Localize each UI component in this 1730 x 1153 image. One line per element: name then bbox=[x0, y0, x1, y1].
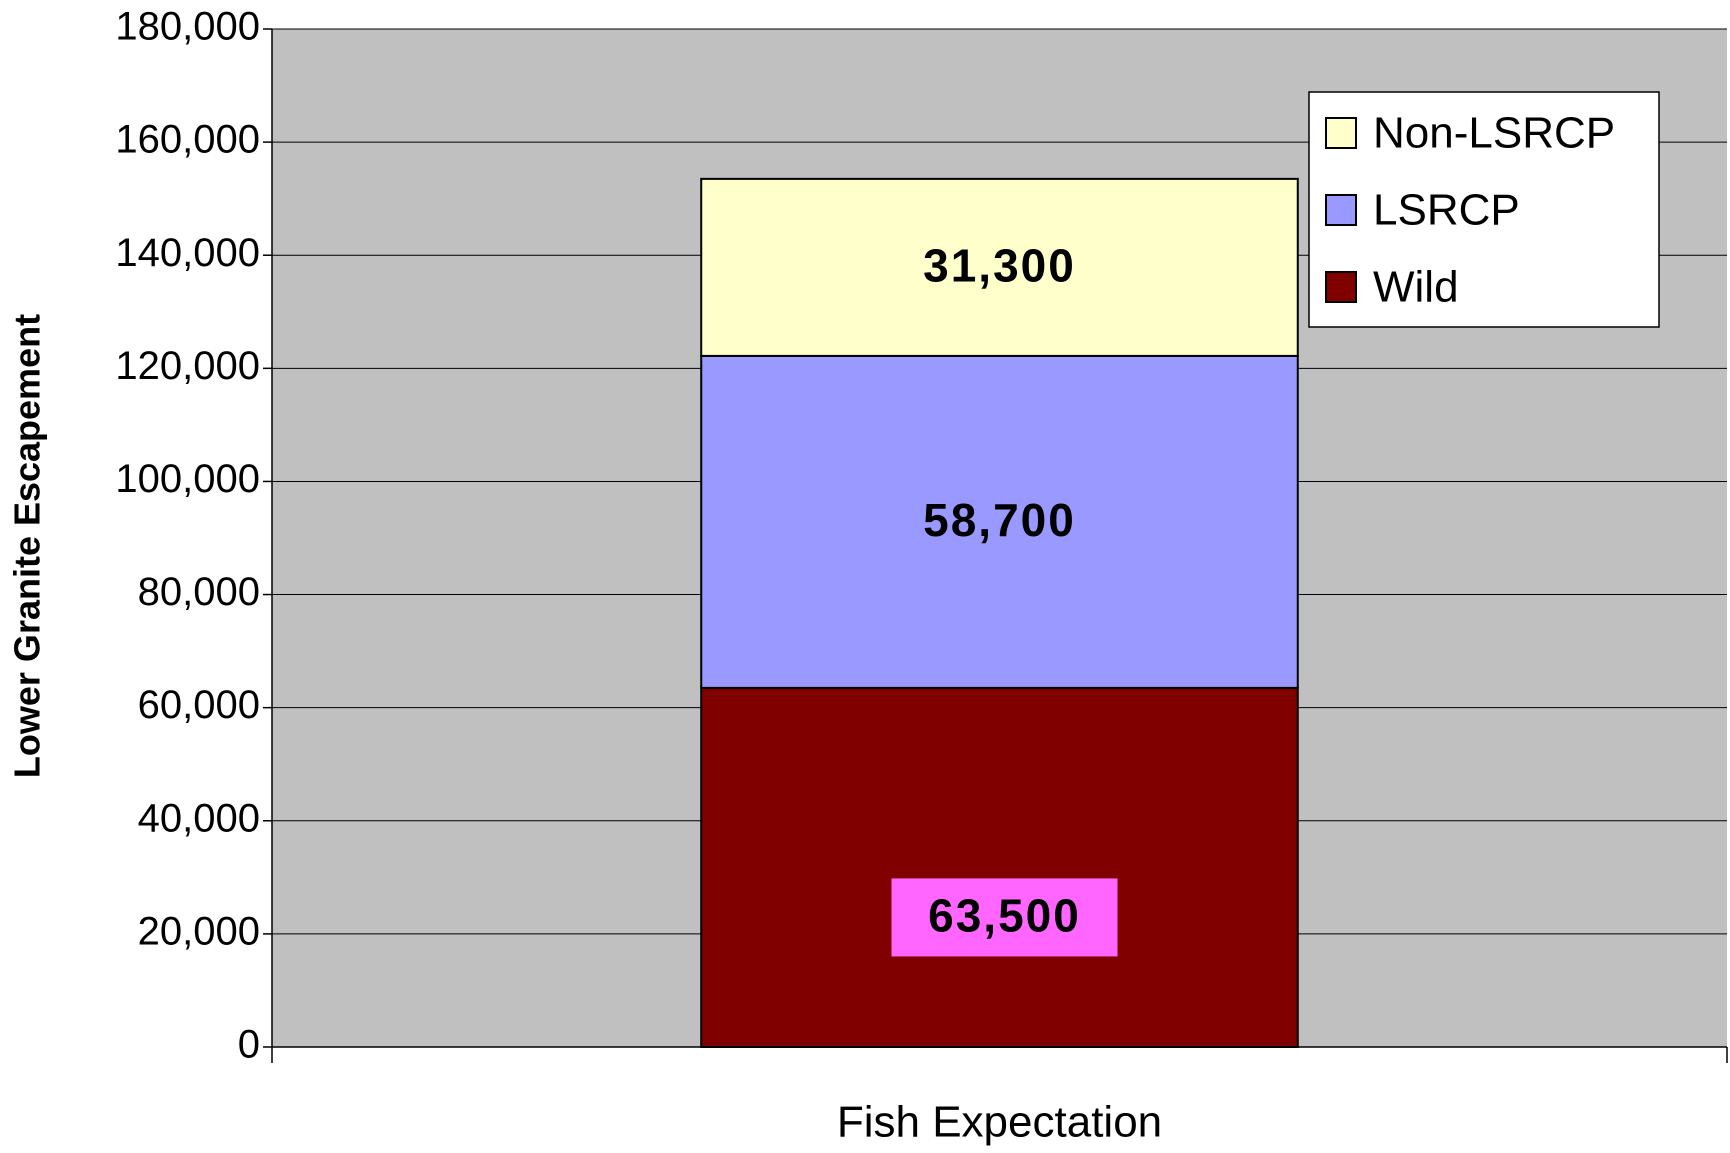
y-tick-label: 120,000 bbox=[115, 344, 260, 388]
y-tick-label: 180,000 bbox=[115, 5, 260, 49]
legend-label: Non-LSRCP bbox=[1373, 109, 1615, 158]
y-tick-label: 160,000 bbox=[115, 118, 260, 162]
label-background bbox=[891, 878, 1118, 957]
y-tick-label: 20,000 bbox=[138, 909, 260, 953]
bar-segment bbox=[700, 177, 1299, 357]
y-tick-label: 60,000 bbox=[138, 683, 260, 727]
y-tick-label: 140,000 bbox=[115, 231, 260, 275]
y-axis-label: Lower Granite Escapement bbox=[7, 314, 48, 778]
bar-segment bbox=[700, 686, 1299, 1048]
y-tick-label: 0 bbox=[238, 1023, 260, 1067]
y-tick-label: 40,000 bbox=[138, 796, 260, 840]
x-tick-label: Fish Expectation bbox=[837, 1098, 1162, 1147]
legend-label: LSRCP bbox=[1373, 186, 1520, 235]
bar-segment bbox=[700, 354, 1299, 689]
legend-swatch bbox=[1325, 117, 1357, 149]
legend-swatch bbox=[1325, 271, 1357, 303]
legend-swatch bbox=[1325, 194, 1357, 226]
legend-label: Wild bbox=[1373, 263, 1459, 312]
value-label: 31,300 bbox=[923, 240, 1076, 292]
y-tick-label: 100,000 bbox=[115, 457, 260, 501]
y-tick-label: 80,000 bbox=[138, 570, 260, 614]
legend bbox=[1308, 91, 1660, 328]
value-label: 58,700 bbox=[923, 494, 1076, 546]
value-label: 63,500 bbox=[928, 890, 1081, 942]
